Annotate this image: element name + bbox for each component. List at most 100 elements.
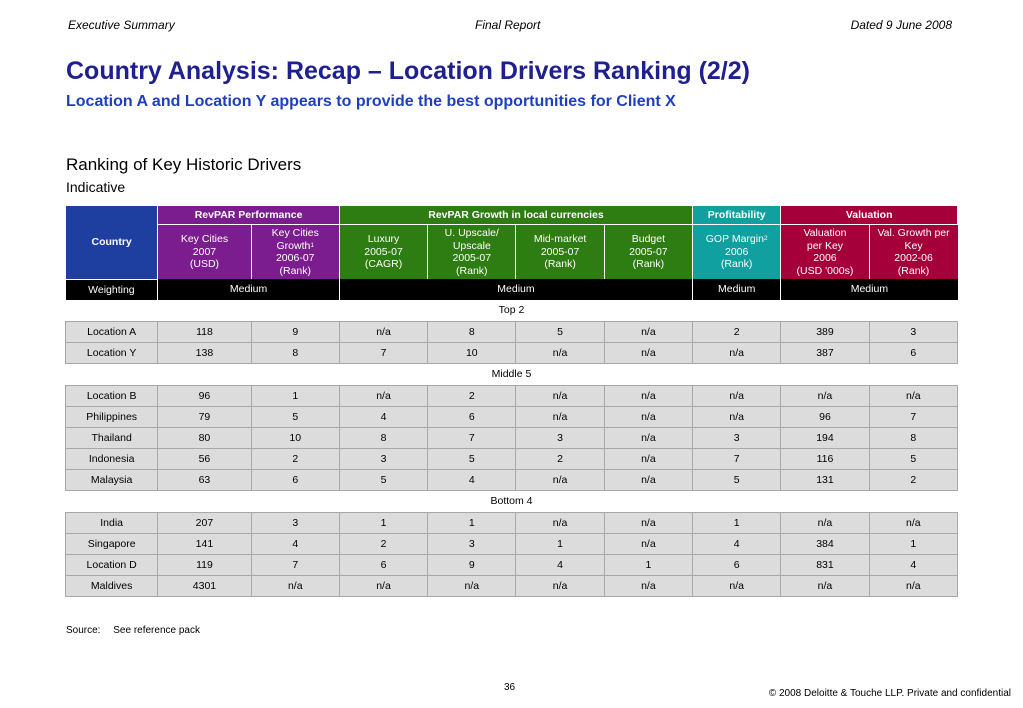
table-cell: 2: [338, 532, 429, 555]
table-cell: 5: [692, 468, 782, 491]
weighting-label: Weighting: [65, 279, 158, 300]
col-gop-margin: GOP Margin2 2006 (Rank): [692, 224, 781, 279]
table-cell: n/a: [515, 511, 605, 534]
header-left: Executive Summary: [68, 18, 175, 32]
table-row: Location D 119 7 6 9 4 1 6 831 4: [64, 553, 959, 576]
table-row: Indonesia 56 2 3 5 2 n/a 7 116 5: [64, 447, 959, 470]
table-cell: 2: [868, 468, 959, 491]
table-cell: 4: [868, 553, 959, 576]
table-cell: 1: [868, 532, 959, 555]
table-cell: n/a: [868, 511, 959, 534]
table-cell: 5: [427, 447, 517, 470]
country-cell: Malaysia: [64, 468, 159, 491]
table-cell: n/a: [603, 574, 694, 597]
table-cell: 3: [515, 426, 605, 449]
table-cell: n/a: [780, 574, 870, 597]
weighting-revpar-growth: Medium: [338, 279, 693, 300]
table-cell: n/a: [338, 574, 429, 597]
table-cell: 138: [157, 341, 252, 364]
page-subtitle: Location A and Location Y appears to pro…: [66, 93, 676, 110]
table-cell: n/a: [603, 468, 694, 491]
table-row: Maldives 4301 n/a n/a n/a n/a n/a n/a n/a n/a: [64, 574, 959, 597]
table-cell: 9: [427, 553, 517, 576]
table-cell: 7: [868, 405, 959, 428]
table-cell: n/a: [692, 574, 782, 597]
section-subtitle: Indicative: [66, 179, 126, 195]
table-cell: 3: [868, 320, 959, 343]
table-cell: 4: [692, 532, 782, 555]
table-cell: 131: [780, 468, 870, 491]
country-cell: Indonesia: [64, 447, 159, 470]
table-cell: 3: [427, 532, 517, 555]
table-cell: 6: [868, 341, 959, 364]
table-cell: 207: [157, 511, 252, 534]
table-cell: 387: [780, 341, 870, 364]
table-cell: 7: [692, 447, 782, 470]
table-cell: 3: [250, 511, 340, 534]
table-cell: n/a: [868, 384, 959, 407]
table-cell: n/a: [515, 384, 605, 407]
table-cell: 1: [603, 553, 694, 576]
group-label-row: Bottom 4: [65, 490, 958, 512]
table-cell: 141: [157, 532, 252, 555]
section-title: Ranking of Key Historic Drivers: [66, 155, 302, 174]
country-cell: Maldives: [64, 574, 159, 597]
country-cell: India: [64, 511, 159, 534]
table-cell: 7: [338, 341, 429, 364]
table-row: Location A 118 9 n/a 8 5 n/a 2 389 3: [64, 320, 959, 343]
table-cell: n/a: [515, 341, 605, 364]
table-cell: 2: [515, 447, 605, 470]
table-cell: 8: [338, 426, 429, 449]
group-revpar-performance: RevPAR Performance: [157, 205, 340, 225]
table-cell: 7: [427, 426, 517, 449]
table-cell: 6: [338, 553, 429, 576]
table-cell: n/a: [692, 384, 782, 407]
table-cell: 118: [157, 320, 252, 343]
table-cell: n/a: [515, 468, 605, 491]
table-cell: n/a: [603, 532, 694, 555]
table-row: Philippines 79 5 4 6 n/a n/a n/a 96 7: [64, 405, 959, 428]
country-cell: Location A: [64, 320, 159, 343]
table-row: Singapore 141 4 2 3 1 n/a 4 384 1: [64, 532, 959, 555]
country-cell: Philippines: [64, 405, 159, 428]
group-valuation: Valuation: [780, 205, 958, 225]
header-right: Dated 9 June 2008: [850, 18, 952, 32]
table-cell: 1: [515, 532, 605, 555]
table-row: India 207 3 1 1 n/a n/a 1 n/a n/a: [64, 511, 959, 534]
table-cell: 80: [157, 426, 252, 449]
header-center: Final Report: [475, 18, 541, 32]
table-cell: 1: [250, 384, 340, 407]
table-cell: 194: [780, 426, 870, 449]
country-cell: Location B: [64, 384, 159, 407]
table-cell: 1: [692, 511, 782, 534]
page-number: 36: [504, 682, 516, 693]
table-cell: n/a: [515, 405, 605, 428]
group-profitability: Profitability: [692, 205, 782, 225]
copyright: © 2008 Deloitte & Touche LLP. Private an…: [768, 688, 1011, 699]
col-valuation-per-key: Valuation per Key 2006 (USD '000s): [780, 224, 870, 279]
table-cell: n/a: [780, 384, 870, 407]
table-cell: 9: [250, 320, 340, 343]
table-cell: 4301: [157, 574, 252, 597]
weighting-valuation: Medium: [780, 279, 958, 300]
table-cell: n/a: [603, 511, 694, 534]
source-label: Source:: [66, 625, 101, 636]
table-cell: n/a: [427, 574, 517, 597]
col-val-growth: Val. Growth per Key 2002-06 (Rank): [868, 224, 958, 279]
table-cell: 7: [250, 553, 340, 576]
table-cell: 10: [250, 426, 340, 449]
table-row: Malaysia 63 6 5 4 n/a n/a 5 131 2: [64, 468, 959, 491]
group-label: Bottom 4: [65, 490, 958, 512]
group-label-row: Top 2: [65, 299, 958, 321]
table-cell: n/a: [603, 384, 694, 407]
page-title: Country Analysis: Recap – Location Drive…: [66, 57, 750, 85]
table-row: Location Y 138 8 7 10 n/a n/a n/a 387 6: [64, 341, 959, 364]
group-label-row: Middle 5: [65, 363, 958, 385]
ranking-table: Country RevPAR Performance RevPAR Growth…: [64, 205, 959, 597]
table-cell: 384: [780, 532, 870, 555]
table-cell: n/a: [603, 426, 694, 449]
table-cell: 5: [338, 468, 429, 491]
table-cell: 116: [780, 447, 870, 470]
group-header-row: Country RevPAR Performance RevPAR Growth…: [64, 205, 958, 280]
table-cell: 2: [427, 384, 517, 407]
